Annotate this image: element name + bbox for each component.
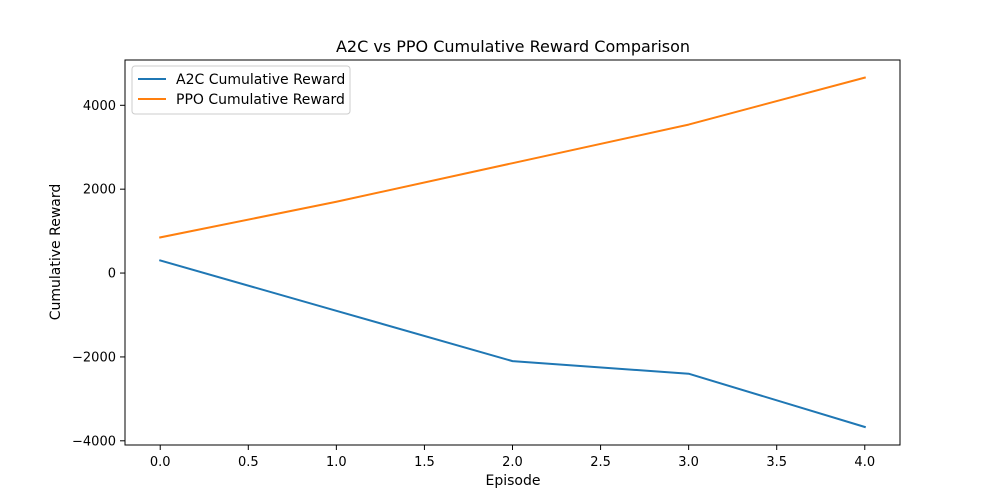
x-tick-label: 2.5 <box>590 455 611 470</box>
x-tick-label: 0.0 <box>150 455 171 470</box>
legend-label-a2c: A2C Cumulative Reward <box>176 72 345 88</box>
x-tick-label: 3.0 <box>678 455 699 470</box>
x-tick-label: 0.5 <box>238 455 259 470</box>
y-axis-label: Cumulative Reward <box>48 184 64 321</box>
legend-box <box>131 65 351 115</box>
legend-label-ppo: PPO Cumulative Reward <box>176 92 345 108</box>
y-tick-label: 2000 <box>83 183 116 198</box>
series-line-ppo <box>159 76 866 239</box>
x-tick-label: 4.0 <box>854 455 875 470</box>
y-tick-label: −4000 <box>72 434 116 449</box>
x-axis-label: Episode <box>486 473 541 489</box>
x-tick-label: 3.5 <box>766 455 787 470</box>
plot-area <box>125 60 900 445</box>
y-axis-ticks: −4000 −2000 0 2000 4000 <box>72 99 125 449</box>
series-lines <box>158 76 867 429</box>
chart-title: A2C vs PPO Cumulative Reward Comparison <box>336 37 690 56</box>
y-tick-label: 0 <box>108 267 116 282</box>
x-tick-label: 1.0 <box>326 455 347 470</box>
legend: A2C Cumulative Reward PPO Cumulative Rew… <box>131 65 351 115</box>
series-line-a2c <box>158 259 867 429</box>
x-axis-ticks: 0.0 0.5 1.0 1.5 2.0 2.5 3.0 3.5 4.0 <box>150 445 875 470</box>
y-tick-label: 4000 <box>83 99 116 114</box>
x-tick-label: 1.5 <box>414 455 435 470</box>
y-tick-label: −2000 <box>72 350 116 365</box>
x-tick-label: 2.0 <box>502 455 523 470</box>
plot-frame <box>124 59 901 446</box>
